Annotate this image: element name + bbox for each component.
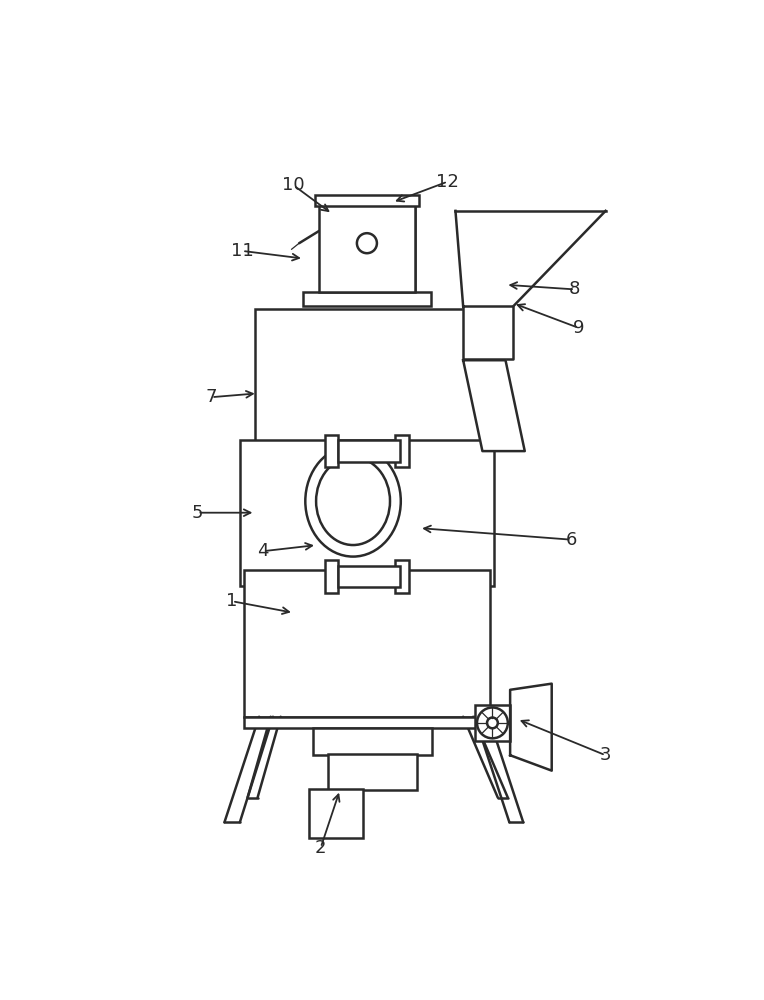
Bar (240, 440, 494, 586)
Circle shape (487, 718, 498, 728)
Text: 12: 12 (436, 173, 459, 191)
Bar (319, 205, 415, 292)
Text: 4: 4 (257, 542, 269, 560)
Bar (329, 754, 417, 790)
Bar (313, 728, 432, 755)
Circle shape (357, 233, 377, 253)
Bar (316, 195, 419, 206)
Ellipse shape (306, 446, 401, 557)
Bar (325, 435, 338, 467)
Text: 6: 6 (565, 531, 577, 549)
Text: 3: 3 (600, 746, 611, 764)
Text: 8: 8 (569, 280, 581, 298)
Bar (255, 309, 482, 451)
Polygon shape (463, 360, 525, 451)
Bar (303, 292, 431, 306)
Polygon shape (510, 684, 552, 771)
Text: 11: 11 (231, 242, 254, 260)
Bar (244, 717, 490, 728)
Polygon shape (463, 306, 513, 359)
Text: 10: 10 (283, 176, 305, 194)
Text: 1: 1 (226, 592, 238, 610)
Bar (396, 435, 410, 467)
Circle shape (477, 708, 508, 738)
Ellipse shape (316, 457, 390, 545)
Text: 2: 2 (315, 839, 326, 857)
Text: 7: 7 (206, 388, 217, 406)
Bar (338, 566, 400, 587)
Text: 5: 5 (192, 504, 203, 522)
Bar (396, 560, 410, 593)
Bar (474, 705, 510, 741)
Text: 9: 9 (573, 319, 584, 337)
Bar (309, 789, 363, 838)
Bar (325, 560, 338, 593)
Bar (338, 440, 400, 462)
Bar (244, 570, 490, 717)
